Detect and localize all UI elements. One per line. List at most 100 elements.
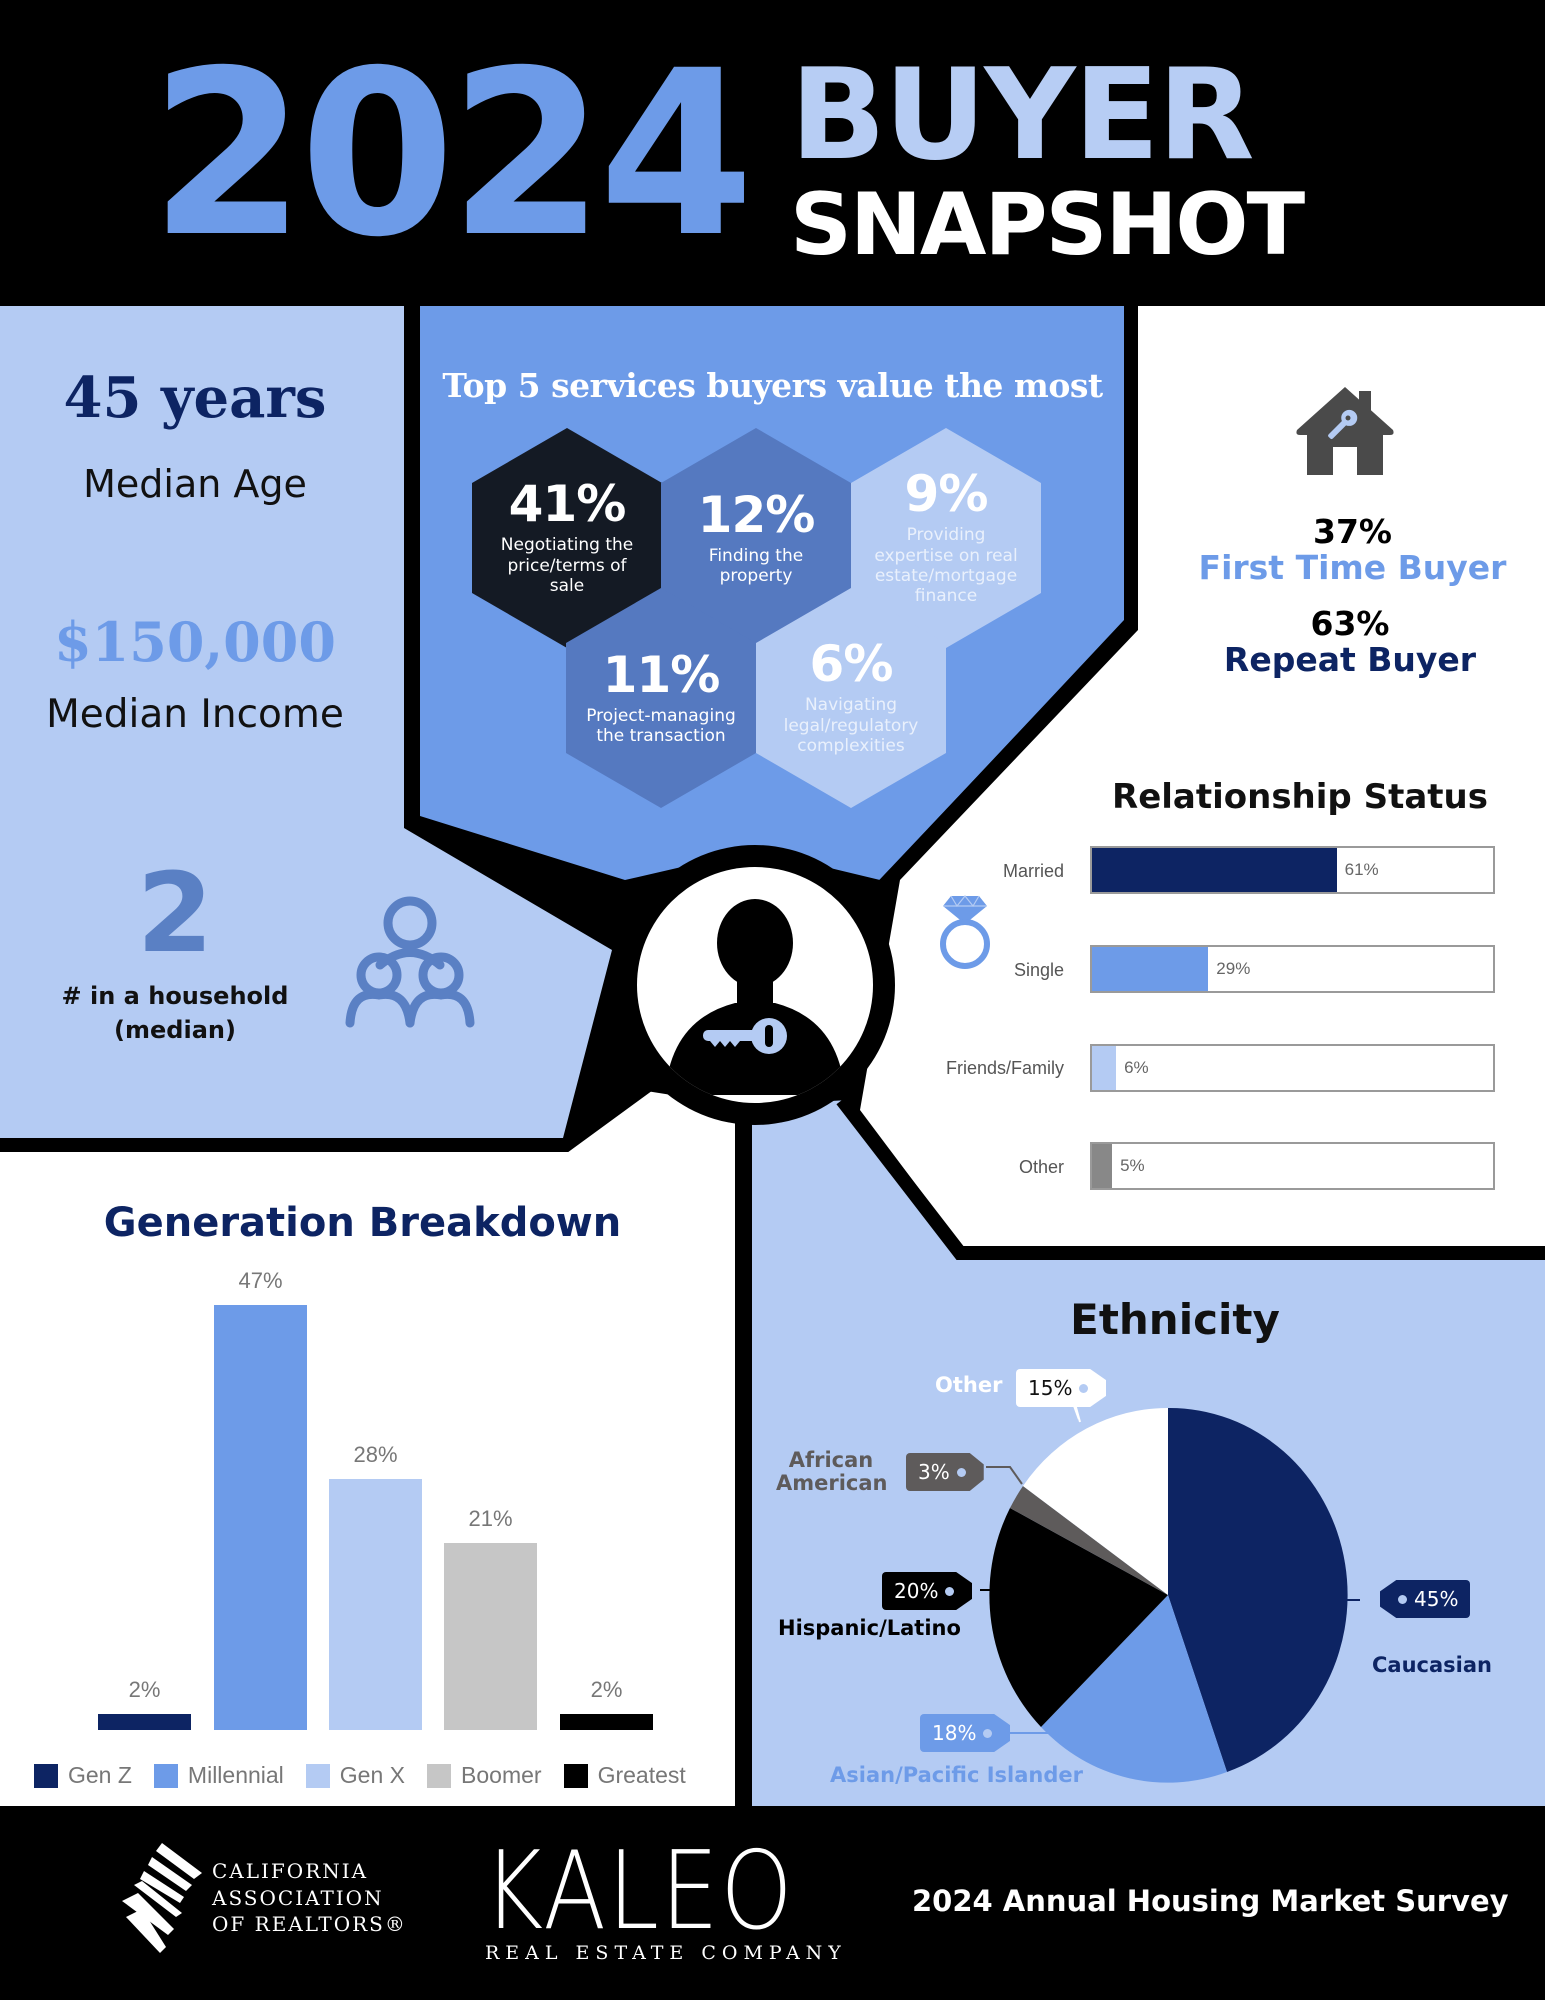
kaleo-subtitle: REAL ESTATE COMPANY — [485, 1942, 847, 1964]
pie-slice-asian — [1041, 1595, 1227, 1783]
first-time-buyer-label: First Time Buyer — [1198, 548, 1507, 587]
household-label-line1: # in a household — [61, 982, 289, 1010]
tag-value: 45% — [1414, 1587, 1459, 1611]
legend-swatch — [427, 1763, 452, 1788]
tag-hole — [956, 1467, 966, 1477]
gen-bar-gen-z — [98, 1714, 191, 1730]
service-hex-project-managing: 11% Project-managing the transaction — [566, 588, 756, 808]
gen-bar-gen-x — [329, 1479, 422, 1730]
service-pct: 11% — [602, 645, 721, 704]
gen-value-gen-z: 2% — [128, 1677, 161, 1702]
service-desc: Providing expertise on real estate/mortg… — [874, 525, 1018, 607]
relationship-bar-friends-family: 6% — [1090, 1044, 1495, 1092]
relationship-label-friends-family: Friends/Family — [945, 1058, 1064, 1078]
bar-fill — [1092, 947, 1209, 991]
ethnicity-tag-caucasian: 45% — [1380, 1580, 1471, 1618]
bar-pct: 6% — [1124, 1058, 1149, 1077]
bar-fill — [1092, 848, 1337, 892]
ethnicity-pie — [980, 1400, 1360, 1783]
tag-hole — [945, 1586, 955, 1596]
median-income-value: $150,000 — [54, 610, 336, 674]
repeat-buyer-label: Repeat Buyer — [1223, 640, 1477, 679]
household-value: 2 — [136, 849, 214, 977]
legend-item-millennial: Millennial — [153, 1762, 284, 1789]
legend-label: Gen Z — [68, 1762, 132, 1788]
relationship-title: Relationship Status — [1112, 777, 1488, 817]
service-pct: 9% — [904, 465, 989, 524]
title-year: 2024 — [150, 21, 754, 287]
gen-value-boomer: 21% — [468, 1506, 513, 1531]
ethnicity-label-african-american: African American — [776, 1448, 888, 1496]
bar-pct: 61% — [1344, 860, 1379, 879]
service-hex-legal: 6% Navigating legal/regulatory complexit… — [756, 588, 946, 808]
generation-legend: Gen Z Millennial Gen X Boomer Greatest — [34, 1762, 686, 1789]
pie-slice-other — [1023, 1407, 1168, 1595]
service-pct: 41% — [508, 475, 627, 534]
gen-bar-greatest — [560, 1714, 653, 1730]
car-logo-text: CALIFORNIA ASSOCIATION OF REALTORS® — [212, 1858, 407, 1938]
service-pct: 12% — [697, 485, 816, 544]
diamond-ring-icon — [940, 895, 990, 969]
household-label-line2: (median) — [114, 1015, 236, 1044]
tag-value: 18% — [932, 1721, 977, 1745]
gen-value-gen-x: 28% — [353, 1442, 398, 1467]
bar-fill — [1092, 1046, 1117, 1090]
services-title: Top 5 services buyers value the most — [442, 366, 1103, 405]
ethnicity-label-caucasian: Caucasian — [1372, 1653, 1492, 1677]
legend-item-gen-x: Gen X — [305, 1762, 406, 1789]
legend-swatch — [305, 1763, 330, 1788]
relationship-label-other: Other — [1018, 1157, 1064, 1177]
bar-pct: 5% — [1120, 1156, 1145, 1175]
ethnicity-title: Ethnicity — [1070, 1295, 1280, 1344]
car-line3: OF REALTORS® — [212, 1912, 407, 1937]
tag-hole — [983, 1728, 993, 1738]
gen-value-millennial: 47% — [238, 1268, 283, 1293]
legend-item-greatest: Greatest — [563, 1762, 686, 1789]
legend-label: Greatest — [597, 1762, 686, 1788]
generation-title: Generation Breakdown — [103, 1200, 622, 1246]
household-label: # in a household (median) — [40, 980, 310, 1047]
relationship-bar-single: 29% — [1090, 945, 1495, 993]
first-time-buyer-pct: 37% — [1313, 512, 1392, 551]
tag-value: 3% — [918, 1460, 950, 1484]
relationship-label-single: Single — [1013, 960, 1064, 980]
ethnicity-tag-other: 15% — [1016, 1369, 1107, 1407]
pie-slice-african-american — [1010, 1486, 1168, 1595]
service-desc: Project-managing the transaction — [586, 705, 736, 746]
relationship-bar-other: 5% — [1090, 1142, 1495, 1190]
bar-fill — [1092, 1144, 1113, 1188]
service-desc: Negotiating the price/terms of sale — [500, 535, 634, 597]
relationship-label-married: Married — [1002, 861, 1064, 881]
ethnicity-tag-hispanic: 20% — [882, 1572, 973, 1610]
bar-pct: 29% — [1216, 959, 1251, 978]
relationship-bar-married: 61% — [1090, 846, 1495, 894]
gen-value-greatest: 2% — [590, 1677, 623, 1702]
tag-value: 20% — [894, 1579, 939, 1603]
kaleo-logo: KALEO — [483, 1829, 795, 1954]
ethnicity-label-hispanic: Hispanic/Latino — [778, 1616, 961, 1640]
pie-slice-caucasian — [1168, 1407, 1348, 1772]
ethnicity-tag-asian: 18% — [920, 1714, 1011, 1752]
ethnicity-tag-african-american: 3% — [906, 1453, 984, 1491]
person-key-icon — [665, 899, 845, 1095]
legend-swatch — [34, 1763, 58, 1788]
repeat-buyer-pct: 63% — [1310, 604, 1390, 643]
car-logo-icon — [122, 1843, 202, 1953]
median-age-label: Median Age — [83, 462, 307, 506]
title-snapshot: SNAPSHOT — [790, 175, 1305, 275]
house-key-icon — [1296, 387, 1394, 475]
legend-swatch — [153, 1763, 178, 1788]
service-desc: Finding the property — [708, 545, 804, 586]
tag-value: 15% — [1028, 1376, 1073, 1400]
legend-label: Gen X — [339, 1762, 406, 1788]
car-line1: CALIFORNIA — [212, 1859, 369, 1883]
legend-label: Millennial — [187, 1762, 284, 1788]
title-buyer: BUYER — [790, 41, 1255, 188]
gen-bar-boomer — [444, 1543, 537, 1730]
people-group-icon — [345, 896, 475, 1028]
pie-slice-hispanic — [989, 1508, 1168, 1727]
ethnicity-label-asian: Asian/Pacific Islander — [830, 1763, 1083, 1787]
service-pct: 6% — [809, 635, 894, 694]
tag-hole — [1079, 1383, 1089, 1393]
median-age-value: 45 years — [63, 365, 327, 431]
